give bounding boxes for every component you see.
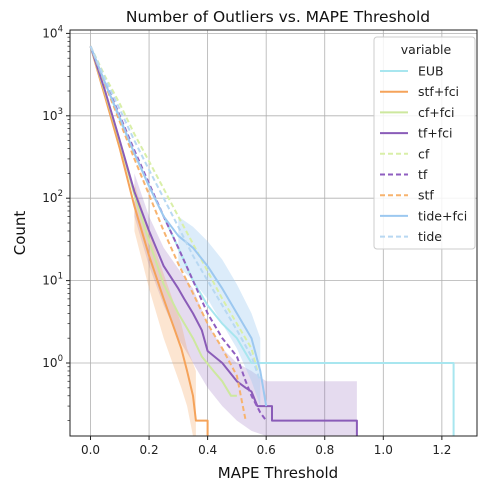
x-tick-label: 1.0: [374, 443, 393, 457]
legend-label: cf+fci: [418, 105, 455, 120]
series-line-stf: [89, 45, 247, 421]
y-axis-label: Count: [11, 211, 29, 256]
legend-label: tide: [418, 229, 442, 244]
legend: variable EUB stf+fci cf+fci tf+fci cf tf stf ti…: [373, 36, 476, 250]
y-tick-label: 104: [42, 24, 63, 40]
x-tick-label: 1.2: [432, 443, 451, 457]
plot-frame: [69, 29, 478, 437]
legend-label: tf+fci: [418, 126, 453, 141]
y-tick-label: 103: [42, 107, 63, 123]
x-tick-label: 0.6: [257, 443, 276, 457]
legend-label: stf: [418, 188, 434, 203]
legend-label: EUB: [418, 64, 444, 79]
series-line-cf: [89, 45, 259, 372]
legend-label: tide+fci: [418, 208, 467, 223]
x-axis: 0.0 0.2 0.4 0.6 0.8 1.0 1.2: [81, 436, 451, 457]
chart-title: Number of Outliers vs. MAPE Threshold: [126, 8, 430, 26]
x-tick-label: 0.8: [315, 443, 334, 457]
band-stf-fci: [134, 183, 196, 436]
legend-items: EUB stf+fci cf+fci tf+fci cf tf stf tide+fci tid…: [380, 64, 467, 244]
legend-label: stf+fci: [418, 84, 459, 99]
series-line-tf-fci: [89, 45, 358, 436]
x-tick-label: 0.0: [81, 443, 100, 457]
series-line-tide: [89, 45, 262, 382]
x-tick-label: 0.2: [140, 443, 159, 457]
y-tick-label: 101: [42, 272, 63, 288]
legend-label: tf: [418, 167, 428, 182]
x-axis-label: MAPE Threshold: [218, 464, 338, 482]
legend-label: cf: [418, 146, 430, 161]
x-tick-label: 0.4: [198, 443, 217, 457]
y-tick-label: 102: [42, 189, 63, 205]
legend-title: variable: [401, 42, 452, 57]
confidence-bands: [134, 173, 357, 436]
y-tick-label: 100: [42, 354, 63, 370]
series-line-stf-fci: [89, 45, 209, 436]
y-axis: 100 101 102 103 104: [42, 24, 70, 421]
series-lines: [89, 45, 455, 436]
